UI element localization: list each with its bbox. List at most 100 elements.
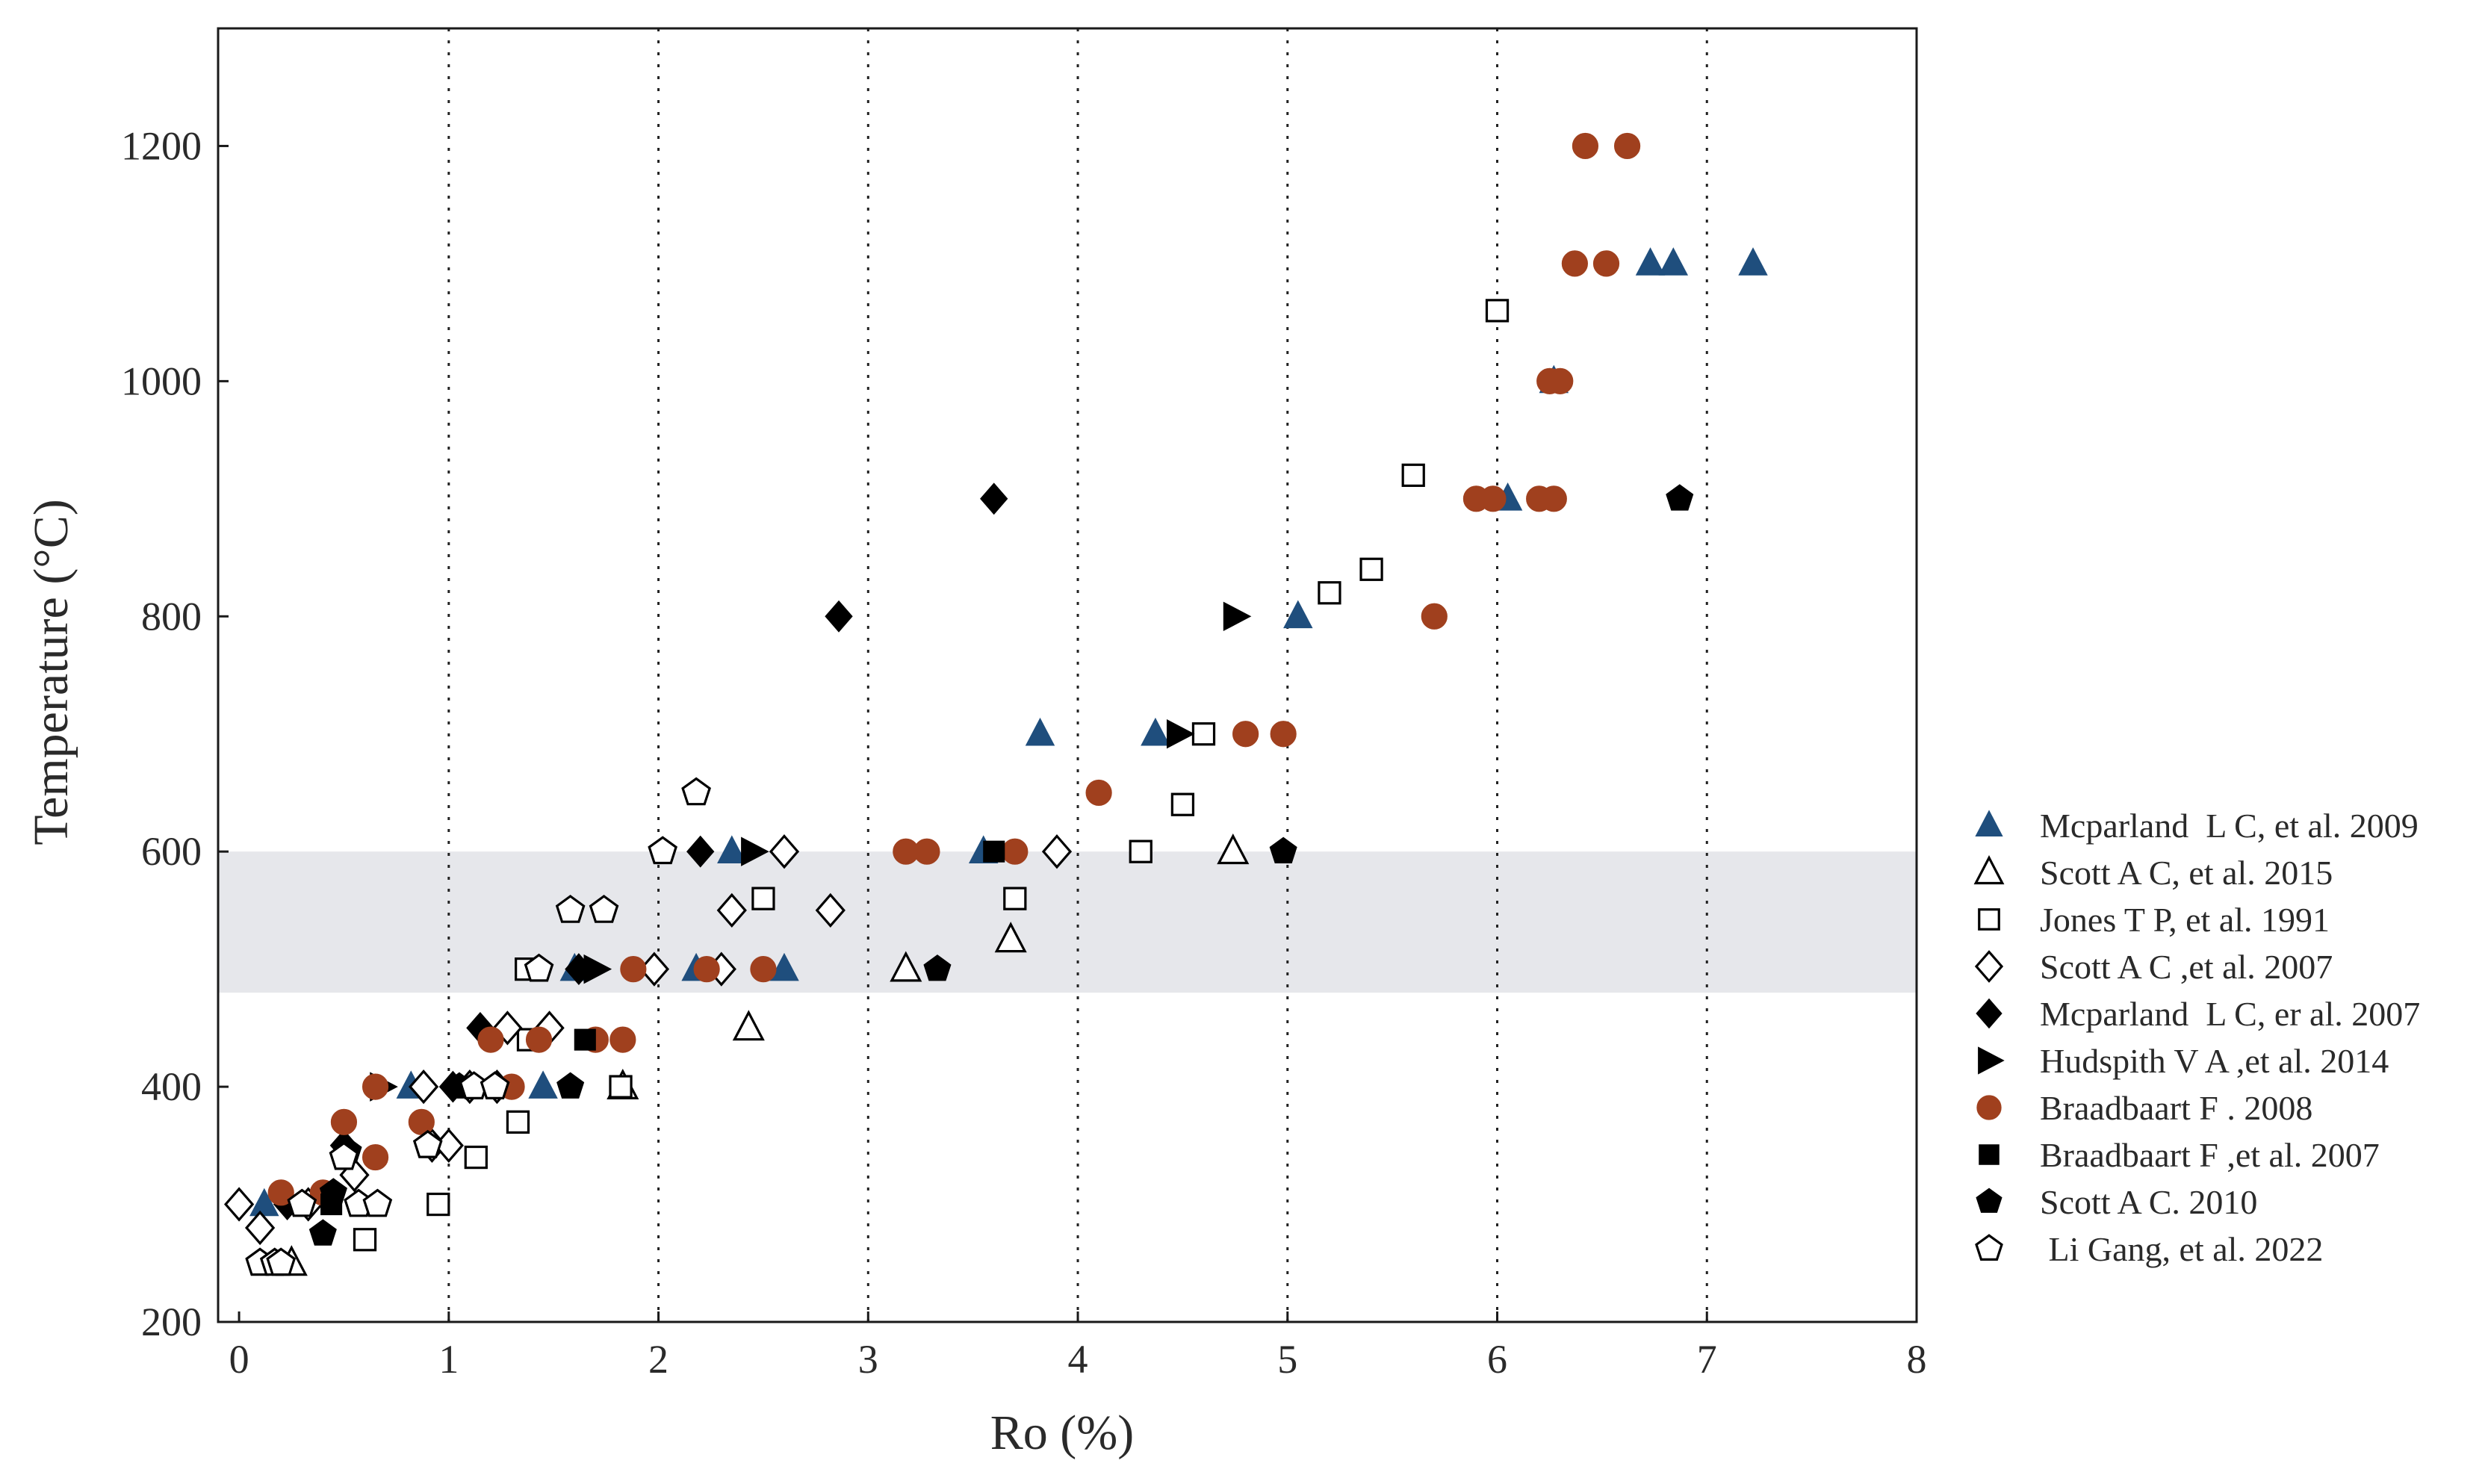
x-tick-label: 5 (1277, 1337, 1297, 1382)
data-point (648, 836, 677, 865)
legend-item: Braadbaart F ,et al. 2007 (1979, 1136, 2380, 1174)
data-point (1269, 836, 1297, 863)
data-point (1170, 792, 1195, 816)
data-point (362, 1188, 393, 1217)
plot-background (218, 851, 1917, 993)
data-point (769, 952, 799, 981)
y-tick-label: 600 (141, 829, 202, 874)
data-point (1592, 250, 1620, 277)
data-point (716, 892, 747, 928)
legend-label: Hudspith V A ,et al. 2014 (2040, 1042, 2389, 1080)
data-point (609, 1026, 636, 1053)
data-point (1318, 581, 1341, 605)
series-10 (245, 777, 711, 1276)
data-point (362, 1143, 389, 1171)
data-point (1223, 601, 1252, 632)
legend-item: Mcparland L C, er al. 2007 (1976, 995, 2420, 1033)
legend-item: Mcparland L C, et al. 2009 (1975, 807, 2419, 845)
data-point (1217, 833, 1250, 865)
data-point (1572, 132, 1599, 160)
data-point (609, 1075, 633, 1099)
data-point (1129, 839, 1153, 863)
data-point (913, 838, 940, 865)
data-point (1401, 463, 1425, 487)
data-point (1738, 247, 1768, 276)
data-point (1666, 484, 1694, 511)
legend-marker (1976, 998, 2003, 1029)
data-point (362, 1073, 389, 1100)
data-point (1167, 718, 1195, 749)
data-point (556, 1072, 585, 1099)
data-point (1613, 132, 1641, 160)
y-tick-label: 400 (141, 1064, 202, 1109)
data-point (1232, 721, 1259, 748)
data-point (353, 1228, 377, 1252)
legend-marker (1979, 1144, 2000, 1165)
gridlines (447, 28, 1708, 1322)
legend-item: Jones T P, et al. 1991 (1978, 901, 2330, 939)
data-point (287, 1188, 317, 1217)
x-axis-label: Ro (%) (990, 1406, 1134, 1460)
data-point (751, 887, 775, 910)
legend-label: Braadbaart F ,et al. 2007 (2040, 1136, 2380, 1174)
legend-label: Scott A C, et al. 2015 (2040, 854, 2333, 892)
plot-frame (217, 27, 1918, 1323)
data-point (244, 1210, 276, 1246)
data-point (408, 1069, 439, 1105)
y-tick-label: 800 (141, 594, 202, 639)
data-point (583, 954, 612, 984)
series-7 (267, 132, 1641, 1206)
legend-item: Hudspith V A ,et al. 2014 (1978, 1042, 2389, 1080)
data-point (480, 1071, 510, 1100)
data-point (1283, 600, 1313, 629)
data-point (717, 835, 747, 863)
legend-label: Scott A C ,et al. 2007 (2040, 948, 2333, 986)
legend-label: Scott A C. 2010 (2040, 1183, 2257, 1221)
x-tick-label: 1 (438, 1337, 459, 1382)
data-point (267, 1179, 294, 1206)
series-3 (353, 299, 1510, 1252)
data-point (1561, 250, 1588, 277)
legend-label: Li Gang, et al. 2022 (2040, 1230, 2323, 1268)
legend-item: Braadbaart F . 2008 (1976, 1089, 2312, 1127)
legend-marker (1978, 1046, 2005, 1075)
data-point (890, 951, 922, 982)
legend-marker (1978, 908, 2000, 931)
legend-label: Braadbaart F . 2008 (2040, 1089, 2312, 1127)
data-point (1041, 834, 1073, 869)
legend-label: Mcparland L C, er al. 2007 (2040, 995, 2420, 1033)
data-point (266, 1247, 297, 1276)
data-point (1421, 603, 1448, 630)
data-point (555, 895, 586, 923)
data-point (1191, 722, 1216, 746)
x-tick-label: 8 (1907, 1337, 1927, 1382)
x-tick-label: 0 (229, 1337, 249, 1382)
series-1 (249, 247, 1768, 1217)
legend-item: Scott A C. 2010 (1976, 1183, 2257, 1221)
data-point (693, 956, 720, 983)
data-point (1658, 247, 1689, 276)
y-tick-label: 1000 (121, 358, 202, 403)
data-point (1085, 779, 1112, 807)
y-axis-label: Temperature (°C) (24, 499, 78, 845)
data-point (528, 1070, 558, 1099)
data-point (1547, 367, 1574, 394)
data-point (825, 600, 853, 633)
data-point (732, 1010, 765, 1041)
legend-marker (1975, 810, 2003, 836)
data-point (308, 1219, 337, 1246)
data-point (1485, 299, 1510, 323)
legend-marker (1973, 855, 2005, 885)
data-point (477, 1026, 504, 1053)
data-point (426, 1192, 450, 1217)
data-point (223, 1187, 255, 1222)
data-point (994, 922, 1027, 953)
data-point (923, 954, 952, 981)
shaded-band (218, 851, 1917, 993)
data-point (589, 895, 619, 923)
data-point (506, 1110, 530, 1134)
data-point (524, 953, 554, 982)
data-point (1025, 717, 1055, 746)
legend-item: Scott A C, et al. 2015 (1973, 854, 2333, 892)
